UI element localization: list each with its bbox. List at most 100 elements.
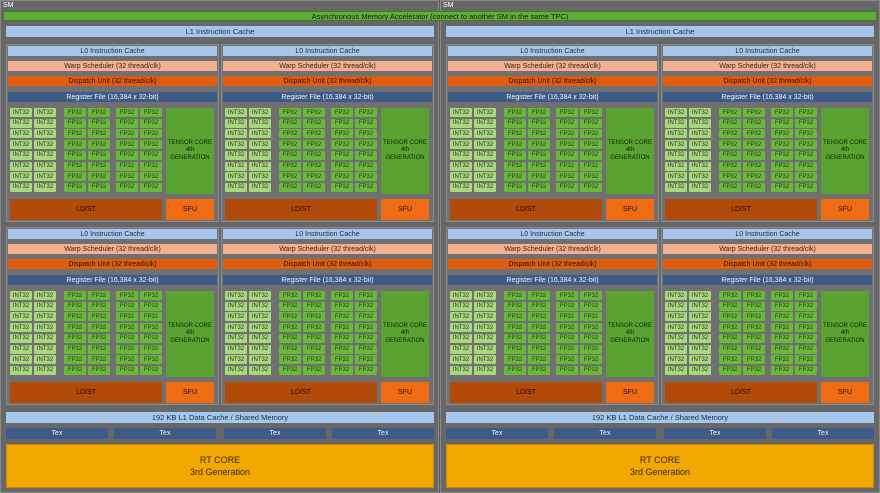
fp32-core: FP32 xyxy=(331,140,353,150)
int32-core: INT32 xyxy=(665,161,687,171)
fp32-core: FP32 xyxy=(795,355,817,365)
fp32-core: FP32 xyxy=(743,150,765,160)
fp32-core: FP32 xyxy=(279,312,301,322)
fp32-core: FP32 xyxy=(279,172,301,182)
l0-instruction-cache: L0 Instruction Cache xyxy=(448,229,657,239)
fp32-core: FP32 xyxy=(743,161,765,171)
fp32-core: FP32 xyxy=(504,118,526,128)
fp32-core: FP32 xyxy=(331,129,353,139)
fp32-core: FP32 xyxy=(771,323,793,333)
fp32-core: FP32 xyxy=(64,333,86,343)
fp32-core: FP32 xyxy=(504,140,526,150)
fp32-core: FP32 xyxy=(504,172,526,182)
fp32-core: FP32 xyxy=(140,333,162,343)
fp32-core: FP32 xyxy=(795,365,817,375)
int32-core: INT32 xyxy=(689,108,711,117)
tex-unit: Tex xyxy=(554,428,656,439)
int32-core: INT32 xyxy=(34,108,56,117)
int32-core: INT32 xyxy=(225,172,247,182)
int32-core: INT32 xyxy=(249,172,271,182)
fp32-core: FP32 xyxy=(504,355,526,365)
int32-core: INT32 xyxy=(34,129,56,139)
fp32-core: FP32 xyxy=(528,172,550,182)
fp32-core: FP32 xyxy=(116,291,138,300)
l0-instruction-cache: L0 Instruction Cache xyxy=(663,46,872,56)
fp32-core: FP32 xyxy=(528,333,550,343)
fp32-core: FP32 xyxy=(355,301,377,311)
fp32-core: FP32 xyxy=(771,301,793,311)
fp32-core: FP32 xyxy=(331,333,353,343)
fp32-core: FP32 xyxy=(140,301,162,311)
fp32-core: FP32 xyxy=(279,161,301,171)
l0-instruction-cache: L0 Instruction Cache xyxy=(448,46,657,56)
rt-core-title: RT CORE xyxy=(639,455,681,465)
fp32-core: FP32 xyxy=(116,355,138,365)
fp32-core: FP32 xyxy=(795,323,817,333)
fp32-core: FP32 xyxy=(331,301,353,311)
sfu-unit: SFU xyxy=(166,382,214,403)
tensor-core: TENSOR CORE 4th GENERATION xyxy=(381,108,429,194)
fp32-core: FP32 xyxy=(771,140,793,150)
int32-core: INT32 xyxy=(474,172,496,182)
warp-scheduler: Warp Scheduler (32 thread/clk) xyxy=(223,244,432,254)
l1-instruction-cache: L1 Instruction Cache xyxy=(6,26,434,37)
fp32-core: FP32 xyxy=(580,161,602,171)
int32-core: INT32 xyxy=(249,182,271,192)
sfu-unit: SFU xyxy=(381,199,429,220)
fp32-core: FP32 xyxy=(64,129,86,139)
fp32-core: FP32 xyxy=(743,355,765,365)
int32-core: INT32 xyxy=(450,333,472,343)
fp32-core: FP32 xyxy=(580,140,602,150)
fp32-core: FP32 xyxy=(580,355,602,365)
fp32-core: FP32 xyxy=(504,301,526,311)
fp32-core: FP32 xyxy=(64,344,86,354)
fp32-core: FP32 xyxy=(580,301,602,311)
int32-core: INT32 xyxy=(249,344,271,354)
int32-core: INT32 xyxy=(474,312,496,322)
int32-core: INT32 xyxy=(10,150,32,160)
fp32-core: FP32 xyxy=(331,161,353,171)
int32-core: INT32 xyxy=(225,161,247,171)
tex-unit: Tex xyxy=(772,428,874,439)
int32-core: INT32 xyxy=(665,355,687,365)
fp32-core: FP32 xyxy=(556,118,578,128)
int32-core: INT32 xyxy=(10,118,32,128)
warp-scheduler: Warp Scheduler (32 thread/clk) xyxy=(663,61,872,71)
int32-core: INT32 xyxy=(225,323,247,333)
fp32-core: FP32 xyxy=(88,301,110,311)
fp32-core: FP32 xyxy=(771,172,793,182)
fp32-core: FP32 xyxy=(303,365,325,375)
fp32-core: FP32 xyxy=(743,312,765,322)
fp32-core: FP32 xyxy=(795,140,817,150)
fp32-core: FP32 xyxy=(504,365,526,375)
fp32-core: FP32 xyxy=(331,355,353,365)
fp32-core: FP32 xyxy=(743,344,765,354)
fp32-core: FP32 xyxy=(528,344,550,354)
ld-st-unit: LD/ST xyxy=(450,199,602,220)
dispatch-unit: Dispatch Unit (32 thread/clk) xyxy=(8,76,217,86)
fp32-core: FP32 xyxy=(743,129,765,139)
fp32-core: FP32 xyxy=(140,118,162,128)
fp32-core: FP32 xyxy=(504,182,526,192)
fp32-core: FP32 xyxy=(355,108,377,117)
fp32-core: FP32 xyxy=(719,150,741,160)
int32-core: INT32 xyxy=(225,291,247,300)
fp32-core: FP32 xyxy=(528,301,550,311)
fp32-core: FP32 xyxy=(64,118,86,128)
fp32-core: FP32 xyxy=(116,344,138,354)
fp32-core: FP32 xyxy=(504,312,526,322)
int32-core: INT32 xyxy=(34,150,56,160)
register-file: Register File (16,384 x 32-bit) xyxy=(663,92,872,102)
fp32-core: FP32 xyxy=(719,312,741,322)
int32-core: INT32 xyxy=(689,312,711,322)
int32-core: INT32 xyxy=(10,312,32,322)
ld-st-unit: LD/ST xyxy=(665,382,817,403)
int32-core: INT32 xyxy=(474,291,496,300)
fp32-core: FP32 xyxy=(88,150,110,160)
int32-core: INT32 xyxy=(225,108,247,117)
fp32-core: FP32 xyxy=(719,344,741,354)
fp32-core: FP32 xyxy=(528,150,550,160)
int32-core: INT32 xyxy=(249,365,271,375)
int32-core: INT32 xyxy=(10,333,32,343)
fp32-core: FP32 xyxy=(743,140,765,150)
